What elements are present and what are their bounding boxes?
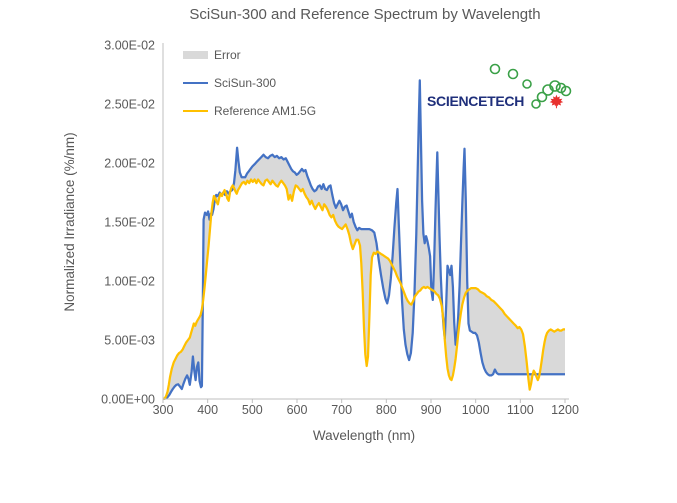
error-band <box>163 80 565 400</box>
y-tick-label: 5.00E-03 <box>104 334 155 348</box>
logo-circle-icon <box>507 68 519 80</box>
logo-circle-icon <box>536 91 548 103</box>
x-tick-label: 400 <box>197 403 218 417</box>
x-tick-label: 1000 <box>462 403 490 417</box>
x-tick-label: 900 <box>421 403 442 417</box>
maple-leaf-path <box>549 94 564 109</box>
y-tick-label: 3.00E-02 <box>104 39 155 53</box>
x-tick-label: 500 <box>242 403 263 417</box>
y-axis-title: Normalized Irradiance (%/nm) <box>62 132 77 312</box>
x-tick-label: 1200 <box>551 403 579 417</box>
error-area-swatch <box>183 51 208 59</box>
logo-graphics <box>489 63 572 109</box>
scisun-line-swatch <box>183 81 208 85</box>
logo-circle-icon <box>531 99 541 109</box>
logo-circles-icon <box>489 63 572 109</box>
legend-label: SciSun-300 <box>214 76 277 90</box>
legend-item-error: Error <box>183 48 316 62</box>
y-tick-label: 1.50E-02 <box>104 216 155 230</box>
legend-label: Error <box>214 48 241 62</box>
legend-item-reference: Reference AM1.5G <box>183 104 316 118</box>
logo-circle-icon <box>489 63 501 75</box>
reference-line-swatch <box>183 109 208 113</box>
reference-line <box>162 178 565 401</box>
y-tick-label: 0.00E+00 <box>101 393 155 407</box>
logo-circle-icon <box>549 80 561 92</box>
x-tick-label: 700 <box>331 403 352 417</box>
legend-item-scisun: SciSun-300 <box>183 76 316 90</box>
logo-text: SCIENCETECH <box>427 93 525 109</box>
legend: Error SciSun-300 Reference AM1.5G <box>183 48 316 118</box>
x-tick-label: 1100 <box>507 403 534 417</box>
y-tick-label: 2.50E-02 <box>104 98 155 112</box>
x-tick-label: 800 <box>376 403 397 417</box>
logo-circle-icon <box>522 79 532 89</box>
y-tick-label: 2.00E-02 <box>104 157 155 171</box>
x-tick-label: 600 <box>287 403 308 417</box>
chart-title: SciSun-300 and Reference Spectrum by Wav… <box>189 6 541 23</box>
sciencetech-logo: SCIENCETECH <box>420 52 590 116</box>
y-tick-label: 1.00E-02 <box>104 275 155 289</box>
logo-circle-icon <box>560 85 572 97</box>
x-tick-label: 300 <box>153 403 174 417</box>
legend-label: Reference AM1.5G <box>214 104 317 118</box>
maple-leaf-icon <box>549 94 564 109</box>
x-axis-title: Wavelength (nm) <box>312 428 416 443</box>
